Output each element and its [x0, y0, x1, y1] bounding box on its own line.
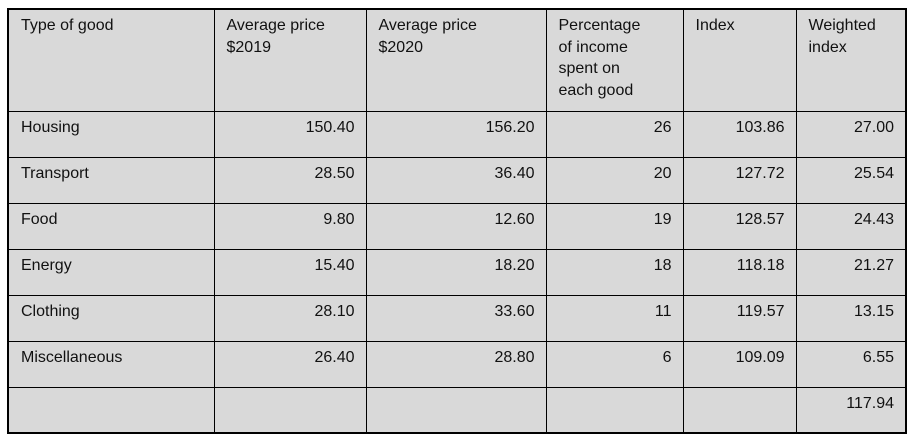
cell-index — [682, 386, 797, 434]
col-header-percentage-income: Percentage of income spent on each good — [545, 8, 684, 112]
cell-percentage-income — [545, 386, 684, 434]
cell-weighted-index: 13.15 — [795, 294, 907, 342]
cell-percentage-income: 19 — [545, 202, 684, 250]
cell-avg-price-2020: 156.20 — [365, 110, 547, 158]
cell-weighted-index: 24.43 — [795, 202, 907, 250]
col-header-type-of-good: Type of good — [7, 8, 215, 112]
cell-percentage-income: 6 — [545, 340, 684, 388]
cell-good-name: Clothing — [7, 294, 215, 342]
cell-index: 118.18 — [682, 248, 797, 296]
cell-percentage-income: 26 — [545, 110, 684, 158]
cell-avg-price-2019: 150.40 — [213, 110, 367, 158]
row-clothing: Clothing 28.10 33.60 11 119.57 13.15 — [7, 294, 907, 342]
cell-avg-price-2019: 28.50 — [213, 156, 367, 204]
cell-index: 103.86 — [682, 110, 797, 158]
cell-weighted-index: 27.00 — [795, 110, 907, 158]
cell-avg-price-2019: 15.40 — [213, 248, 367, 296]
cell-percentage-income: 11 — [545, 294, 684, 342]
row-food: Food 9.80 12.60 19 128.57 24.43 — [7, 202, 907, 250]
cell-avg-price-2020: 18.20 — [365, 248, 547, 296]
cell-avg-price-2020: 28.80 — [365, 340, 547, 388]
row-housing: Housing 150.40 156.20 26 103.86 27.00 — [7, 110, 907, 158]
row-transport: Transport 28.50 36.40 20 127.72 25.54 — [7, 156, 907, 204]
table-header-row: Type of good Average price $2019 Average… — [7, 8, 907, 112]
cell-good-name: Energy — [7, 248, 215, 296]
col-header-avg-price-2019: Average price $2019 — [213, 8, 367, 112]
cell-weighted-index-total: 117.94 — [795, 386, 907, 434]
col-header-weighted-index: Weighted index — [795, 8, 907, 112]
cell-avg-price-2020 — [365, 386, 547, 434]
cell-avg-price-2020: 36.40 — [365, 156, 547, 204]
col-header-avg-price-2020: Average price $2020 — [365, 8, 547, 112]
cell-weighted-index: 6.55 — [795, 340, 907, 388]
cell-good-name: Miscellaneous — [7, 340, 215, 388]
cell-good-name: Transport — [7, 156, 215, 204]
cell-percentage-income: 18 — [545, 248, 684, 296]
cell-avg-price-2019 — [213, 386, 367, 434]
cell-percentage-income: 20 — [545, 156, 684, 204]
cell-index: 127.72 — [682, 156, 797, 204]
row-energy: Energy 15.40 18.20 18 118.18 21.27 — [7, 248, 907, 296]
cell-avg-price-2020: 12.60 — [365, 202, 547, 250]
cell-index: 109.09 — [682, 340, 797, 388]
price-index-table: Type of good Average price $2019 Average… — [7, 8, 907, 434]
row-total: 117.94 — [7, 386, 907, 434]
cell-avg-price-2020: 33.60 — [365, 294, 547, 342]
cell-good-name: Food — [7, 202, 215, 250]
cell-avg-price-2019: 26.40 — [213, 340, 367, 388]
cell-weighted-index: 21.27 — [795, 248, 907, 296]
row-miscellaneous: Miscellaneous 26.40 28.80 6 109.09 6.55 — [7, 340, 907, 388]
cell-avg-price-2019: 28.10 — [213, 294, 367, 342]
col-header-index: Index — [682, 8, 797, 112]
cell-index: 119.57 — [682, 294, 797, 342]
cell-weighted-index: 25.54 — [795, 156, 907, 204]
cell-index: 128.57 — [682, 202, 797, 250]
cell-avg-price-2019: 9.80 — [213, 202, 367, 250]
cell-good-name — [7, 386, 215, 434]
cell-good-name: Housing — [7, 110, 215, 158]
